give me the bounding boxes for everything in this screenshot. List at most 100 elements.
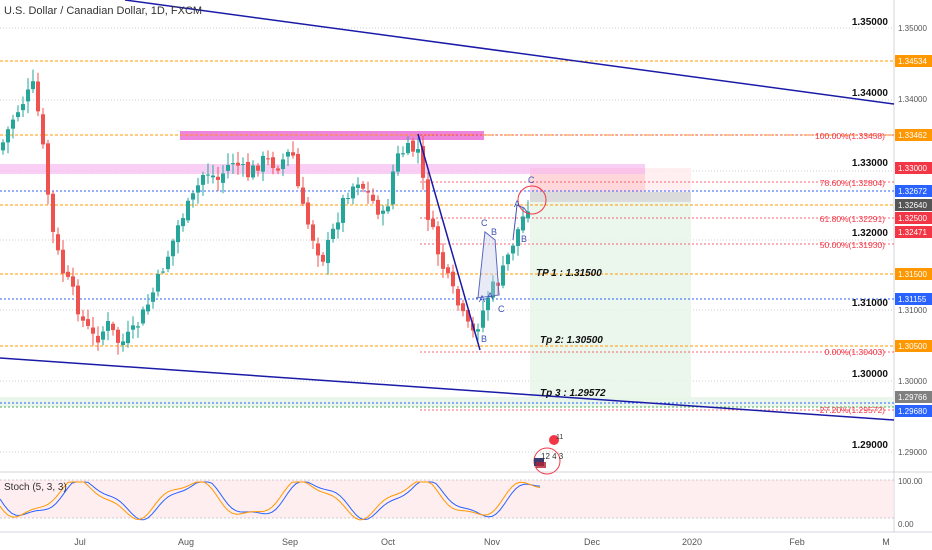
price-tag-label: 1.31500 (898, 270, 927, 279)
stoch-lines (0, 481, 541, 521)
candle-body (451, 271, 455, 287)
price-tag-label: 1.32640 (898, 201, 927, 210)
price-level-label: 1.33000 (852, 158, 889, 169)
candle-body (171, 240, 175, 257)
price-tag (895, 212, 932, 224)
candle-body (261, 155, 265, 172)
price-tag-label: 1.31155 (898, 295, 927, 304)
candle-body (236, 162, 240, 166)
fib-label: 100.00%(1.33458) (815, 131, 885, 141)
fib-label: 78.60%(1.32804) (820, 178, 885, 188)
candle-body (441, 252, 445, 269)
candle-body (206, 174, 210, 176)
candle-body (166, 256, 170, 270)
symbol-title[interactable]: U.S. Dollar / Canadian Dollar, 1D, FXCM (4, 5, 202, 17)
economic-events[interactable]: 11 12 4 3 (533, 434, 564, 475)
candle-body (431, 218, 435, 228)
price-tag (895, 55, 932, 67)
price-tag (895, 405, 932, 417)
stoch-label[interactable]: Stoch (5, 3, 3) (4, 482, 67, 493)
candle-body (101, 331, 105, 340)
resistance-zone-2 (0, 164, 645, 174)
candle-body (81, 316, 85, 321)
price-tag-label: 1.29680 (898, 407, 927, 416)
candle-body (416, 149, 420, 153)
candle-body (321, 254, 325, 262)
candle-body (486, 297, 490, 311)
time-tick: Oct (381, 537, 396, 547)
price-tag-label: 1.32471 (898, 228, 927, 237)
candle-body (316, 243, 320, 256)
stoch-line (0, 481, 541, 521)
candle-body (246, 161, 250, 178)
price-tag (895, 268, 932, 280)
target-circle[interactable] (517, 185, 547, 215)
candle-body (366, 191, 370, 193)
candle-body (286, 151, 290, 157)
candle-body (516, 229, 520, 246)
candle-body (106, 321, 110, 331)
time-tick: Sep (282, 537, 298, 547)
wave-labels: A B C A B C A B C (479, 175, 535, 344)
candle-body (276, 168, 280, 171)
candle-body (296, 153, 300, 187)
price-tag-label: 1.32500 (898, 214, 927, 223)
candle-body (121, 341, 125, 346)
fib-label: 61.80%(1.32291) (820, 214, 885, 224)
candle-body (421, 146, 425, 178)
time-tick: Nov (484, 537, 501, 547)
candle-body (16, 112, 20, 118)
wave-label: B (521, 234, 527, 244)
candle-body (466, 310, 470, 322)
trend-channel[interactable] (0, 0, 895, 421)
candle-body (176, 225, 180, 243)
price-tag-label: 1.30500 (898, 342, 927, 351)
candle-body (411, 140, 415, 152)
price-level-label: 1.29000 (852, 440, 889, 451)
candle-body (211, 175, 215, 178)
event-flag-icon[interactable] (549, 435, 559, 445)
candlestick-series (1, 69, 530, 355)
event-numbers: 12 4 3 (541, 452, 564, 461)
candle-body (126, 331, 130, 344)
wave-pattern[interactable] (475, 204, 528, 299)
wave-label: A (514, 199, 520, 209)
candle-body (6, 129, 10, 143)
candle-body (136, 326, 140, 328)
wave-label: B (491, 227, 497, 237)
fib-label: 0.00%(1.30403) (825, 347, 886, 357)
fibonacci-lines[interactable] (420, 134, 894, 411)
candle-body (371, 194, 375, 201)
candle-body (196, 185, 200, 193)
price-tag (895, 162, 932, 174)
candle-body (91, 327, 95, 334)
axis-price-tick: 1.34000 (898, 95, 927, 104)
wave-fill (478, 232, 499, 298)
candle-body (306, 202, 310, 225)
candle-body (251, 165, 255, 178)
candle-body (181, 218, 185, 227)
candle-body (201, 175, 205, 185)
stoch-band (0, 480, 894, 518)
time-tick: 2020 (682, 537, 702, 547)
candle-body (501, 265, 505, 286)
price-tag (895, 199, 932, 211)
candle-body (66, 271, 70, 277)
price-level-label: 1.30000 (852, 369, 889, 380)
candle-body (11, 119, 15, 129)
wave-label: A (487, 291, 493, 301)
candle-body (376, 199, 380, 215)
candle-body (351, 186, 355, 199)
candle-body (461, 303, 465, 312)
candle-body (356, 184, 360, 189)
candle-body (291, 152, 295, 156)
candle-body (271, 157, 275, 169)
candle-body (41, 114, 45, 145)
fib-label: -27.20%(1.29572) (817, 405, 885, 415)
candle-body (51, 193, 55, 232)
candle-body (71, 276, 75, 287)
candle-body (336, 222, 340, 230)
candle-body (391, 171, 395, 205)
candle-body (56, 234, 60, 251)
